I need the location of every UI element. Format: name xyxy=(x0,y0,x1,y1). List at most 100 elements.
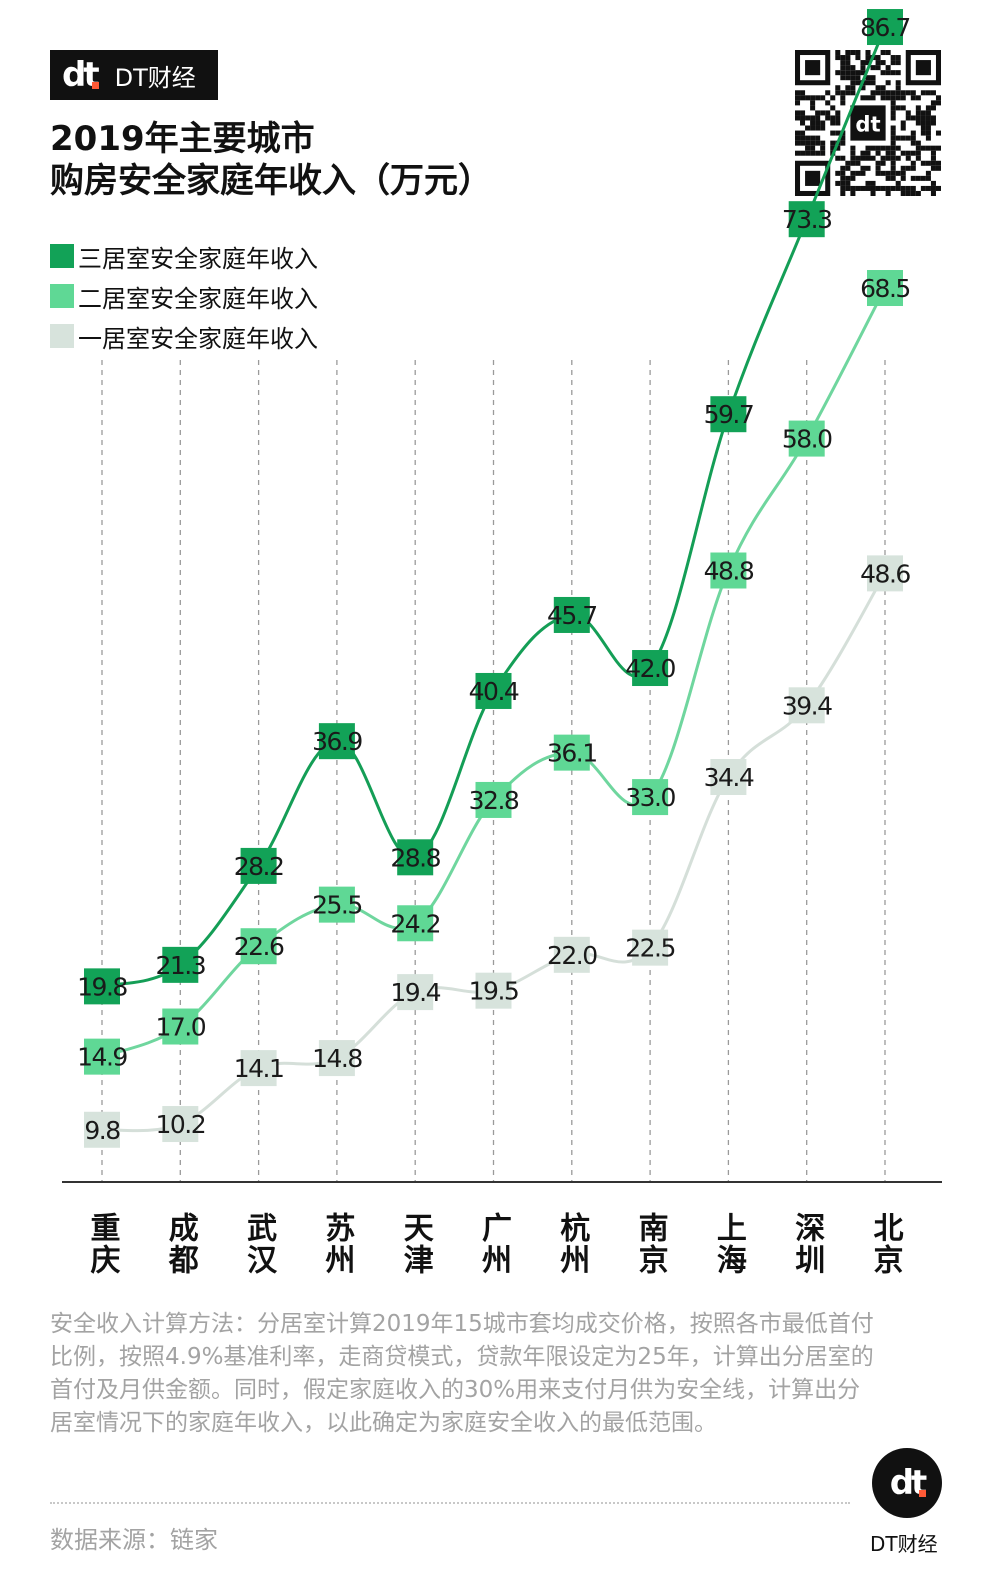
data-point-two-bedroom xyxy=(162,1008,199,1045)
legend-swatch-one-bedroom xyxy=(50,324,74,348)
data-point-one-bedroom xyxy=(240,1050,277,1087)
data-point-three-bedroom xyxy=(788,201,825,238)
x-tick-label: 广州 xyxy=(476,1212,512,1276)
legend-label-one-bedroom: 一居室安全家庭年收入 xyxy=(78,324,318,353)
data-point-three-bedroom xyxy=(867,9,903,46)
data-label-two-bedroom: 22.6 xyxy=(234,932,284,961)
data-label-one-bedroom: 19.5 xyxy=(469,977,519,1006)
data-point-one-bedroom xyxy=(788,687,825,724)
data-label-two-bedroom: 36.1 xyxy=(547,739,597,768)
data-label-one-bedroom: 39.4 xyxy=(782,691,832,720)
data-point-two-bedroom xyxy=(240,928,277,965)
data-point-two-bedroom xyxy=(632,779,669,816)
x-tick-label: 重庆 xyxy=(85,1212,121,1276)
data-label-two-bedroom: 17.0 xyxy=(155,1013,205,1042)
data-point-three-bedroom xyxy=(397,839,434,876)
footer-divider xyxy=(50,1502,850,1504)
data-label-two-bedroom: 58.0 xyxy=(782,425,832,454)
data-label-three-bedroom: 59.7 xyxy=(704,400,754,429)
brand-badge: dt DT财经 xyxy=(50,50,218,100)
x-tick-label: 上海 xyxy=(711,1212,747,1276)
data-label-three-bedroom: 45.7 xyxy=(547,601,597,630)
data-label-three-bedroom: 28.8 xyxy=(390,843,440,872)
data-label-two-bedroom: 48.8 xyxy=(704,557,754,586)
data-point-one-bedroom xyxy=(867,555,903,592)
data-point-three-bedroom xyxy=(318,723,355,760)
data-label-two-bedroom: 33.0 xyxy=(625,783,675,812)
dt-logo-icon: dt xyxy=(62,55,100,95)
x-tick-label: 成都 xyxy=(163,1212,200,1276)
data-point-one-bedroom xyxy=(84,1111,120,1148)
data-point-two-bedroom xyxy=(867,270,903,307)
line-chart: 重庆 成都 武汉 苏州 天津 广州 杭州 南京 上海 深圳 北京 9.8 10.2 14.1 14.8 19.… xyxy=(62,9,942,1276)
svg-text:dt: dt xyxy=(855,112,880,137)
legend-item-one-bedroom: 一居室安全家庭年收入 xyxy=(50,316,318,356)
legend-swatch-two-bedroom xyxy=(50,284,74,308)
data-label-one-bedroom: 14.1 xyxy=(234,1054,284,1083)
data-point-one-bedroom xyxy=(710,759,747,796)
data-point-two-bedroom xyxy=(475,781,512,818)
data-label-three-bedroom: 40.4 xyxy=(469,677,519,706)
data-point-two-bedroom xyxy=(397,905,434,942)
data-point-two-bedroom xyxy=(553,734,590,771)
data-point-two-bedroom xyxy=(318,886,355,923)
data-point-three-bedroom xyxy=(475,672,512,709)
legend-item-two-bedroom: 二居室安全家庭年收入 xyxy=(50,276,318,316)
x-tick-label: 北京 xyxy=(868,1212,904,1276)
data-label-one-bedroom: 9.8 xyxy=(84,1116,120,1145)
qr-code-icon: dt xyxy=(795,50,941,196)
data-point-three-bedroom xyxy=(240,847,277,884)
data-label-three-bedroom: 28.2 xyxy=(234,852,284,881)
x-tick-label: 天津 xyxy=(398,1212,434,1276)
data-label-one-bedroom: 48.6 xyxy=(860,559,910,588)
data-label-three-bedroom: 36.9 xyxy=(312,727,362,756)
x-tick-label: 杭州 xyxy=(554,1211,590,1276)
x-tick-label: 苏州 xyxy=(319,1212,355,1276)
data-label-three-bedroom: 73.3 xyxy=(782,205,832,234)
legend-label-two-bedroom: 二居室安全家庭年收入 xyxy=(78,284,318,313)
footer-logo-icon: dt xyxy=(872,1448,942,1518)
data-label-three-bedroom: 19.8 xyxy=(77,972,127,1001)
data-source: 数据来源：链家 xyxy=(50,1526,218,1554)
data-label-one-bedroom: 34.4 xyxy=(704,763,754,792)
legend-item-three-bedroom: 三居室安全家庭年收入 xyxy=(50,236,318,276)
data-point-one-bedroom xyxy=(553,936,590,973)
legend: 三居室安全家庭年收入 二居室安全家庭年收入 一居室安全家庭年收入 xyxy=(50,236,318,356)
data-label-three-bedroom: 21.3 xyxy=(155,951,205,980)
data-point-two-bedroom xyxy=(84,1038,120,1075)
data-point-two-bedroom xyxy=(710,552,747,589)
data-label-one-bedroom: 22.5 xyxy=(625,934,675,963)
x-tick-label: 武汉 xyxy=(241,1212,277,1276)
chart-title-line-1: 2019年主要城市 xyxy=(50,119,315,159)
data-label-three-bedroom: 86.7 xyxy=(860,13,910,42)
data-point-one-bedroom xyxy=(162,1106,199,1143)
legend-label-three-bedroom: 三居室安全家庭年收入 xyxy=(78,244,318,273)
chart-title: 2019年主要城市 购房安全家庭年收入（万元） xyxy=(50,118,492,202)
data-label-two-bedroom: 68.5 xyxy=(860,274,910,303)
data-label-two-bedroom: 14.9 xyxy=(77,1043,127,1072)
data-point-three-bedroom xyxy=(632,650,669,687)
chart-title-line-2: 购房安全家庭年收入（万元） xyxy=(50,161,492,201)
brand-name: DT财经 xyxy=(114,63,196,92)
data-label-two-bedroom: 24.2 xyxy=(390,909,440,938)
data-point-three-bedroom xyxy=(84,968,120,1005)
methodology-note: 安全收入计算方法：分居室计算2019年15城市套均成交价格，按照各市最低首付比例… xyxy=(50,1311,874,1436)
data-point-three-bedroom xyxy=(162,946,199,983)
data-label-one-bedroom: 19.4 xyxy=(390,978,440,1007)
x-tick-label: 南京 xyxy=(633,1212,669,1276)
data-label-two-bedroom: 25.5 xyxy=(312,891,362,920)
x-tick-label: 深圳 xyxy=(789,1212,825,1276)
data-point-two-bedroom xyxy=(788,420,825,457)
data-label-one-bedroom: 10.2 xyxy=(155,1110,205,1139)
data-label-one-bedroom: 14.8 xyxy=(312,1044,362,1073)
data-label-two-bedroom: 32.8 xyxy=(469,786,519,815)
data-label-one-bedroom: 22.0 xyxy=(547,941,597,970)
data-label-three-bedroom: 42.0 xyxy=(625,654,675,683)
data-point-three-bedroom xyxy=(710,396,747,433)
data-point-one-bedroom xyxy=(397,974,434,1011)
footer-brand-name: DT财经 xyxy=(870,1532,938,1556)
legend-swatch-three-bedroom xyxy=(50,244,74,268)
data-point-one-bedroom xyxy=(475,972,512,1009)
data-point-three-bedroom xyxy=(553,596,590,633)
data-point-one-bedroom xyxy=(318,1040,355,1077)
